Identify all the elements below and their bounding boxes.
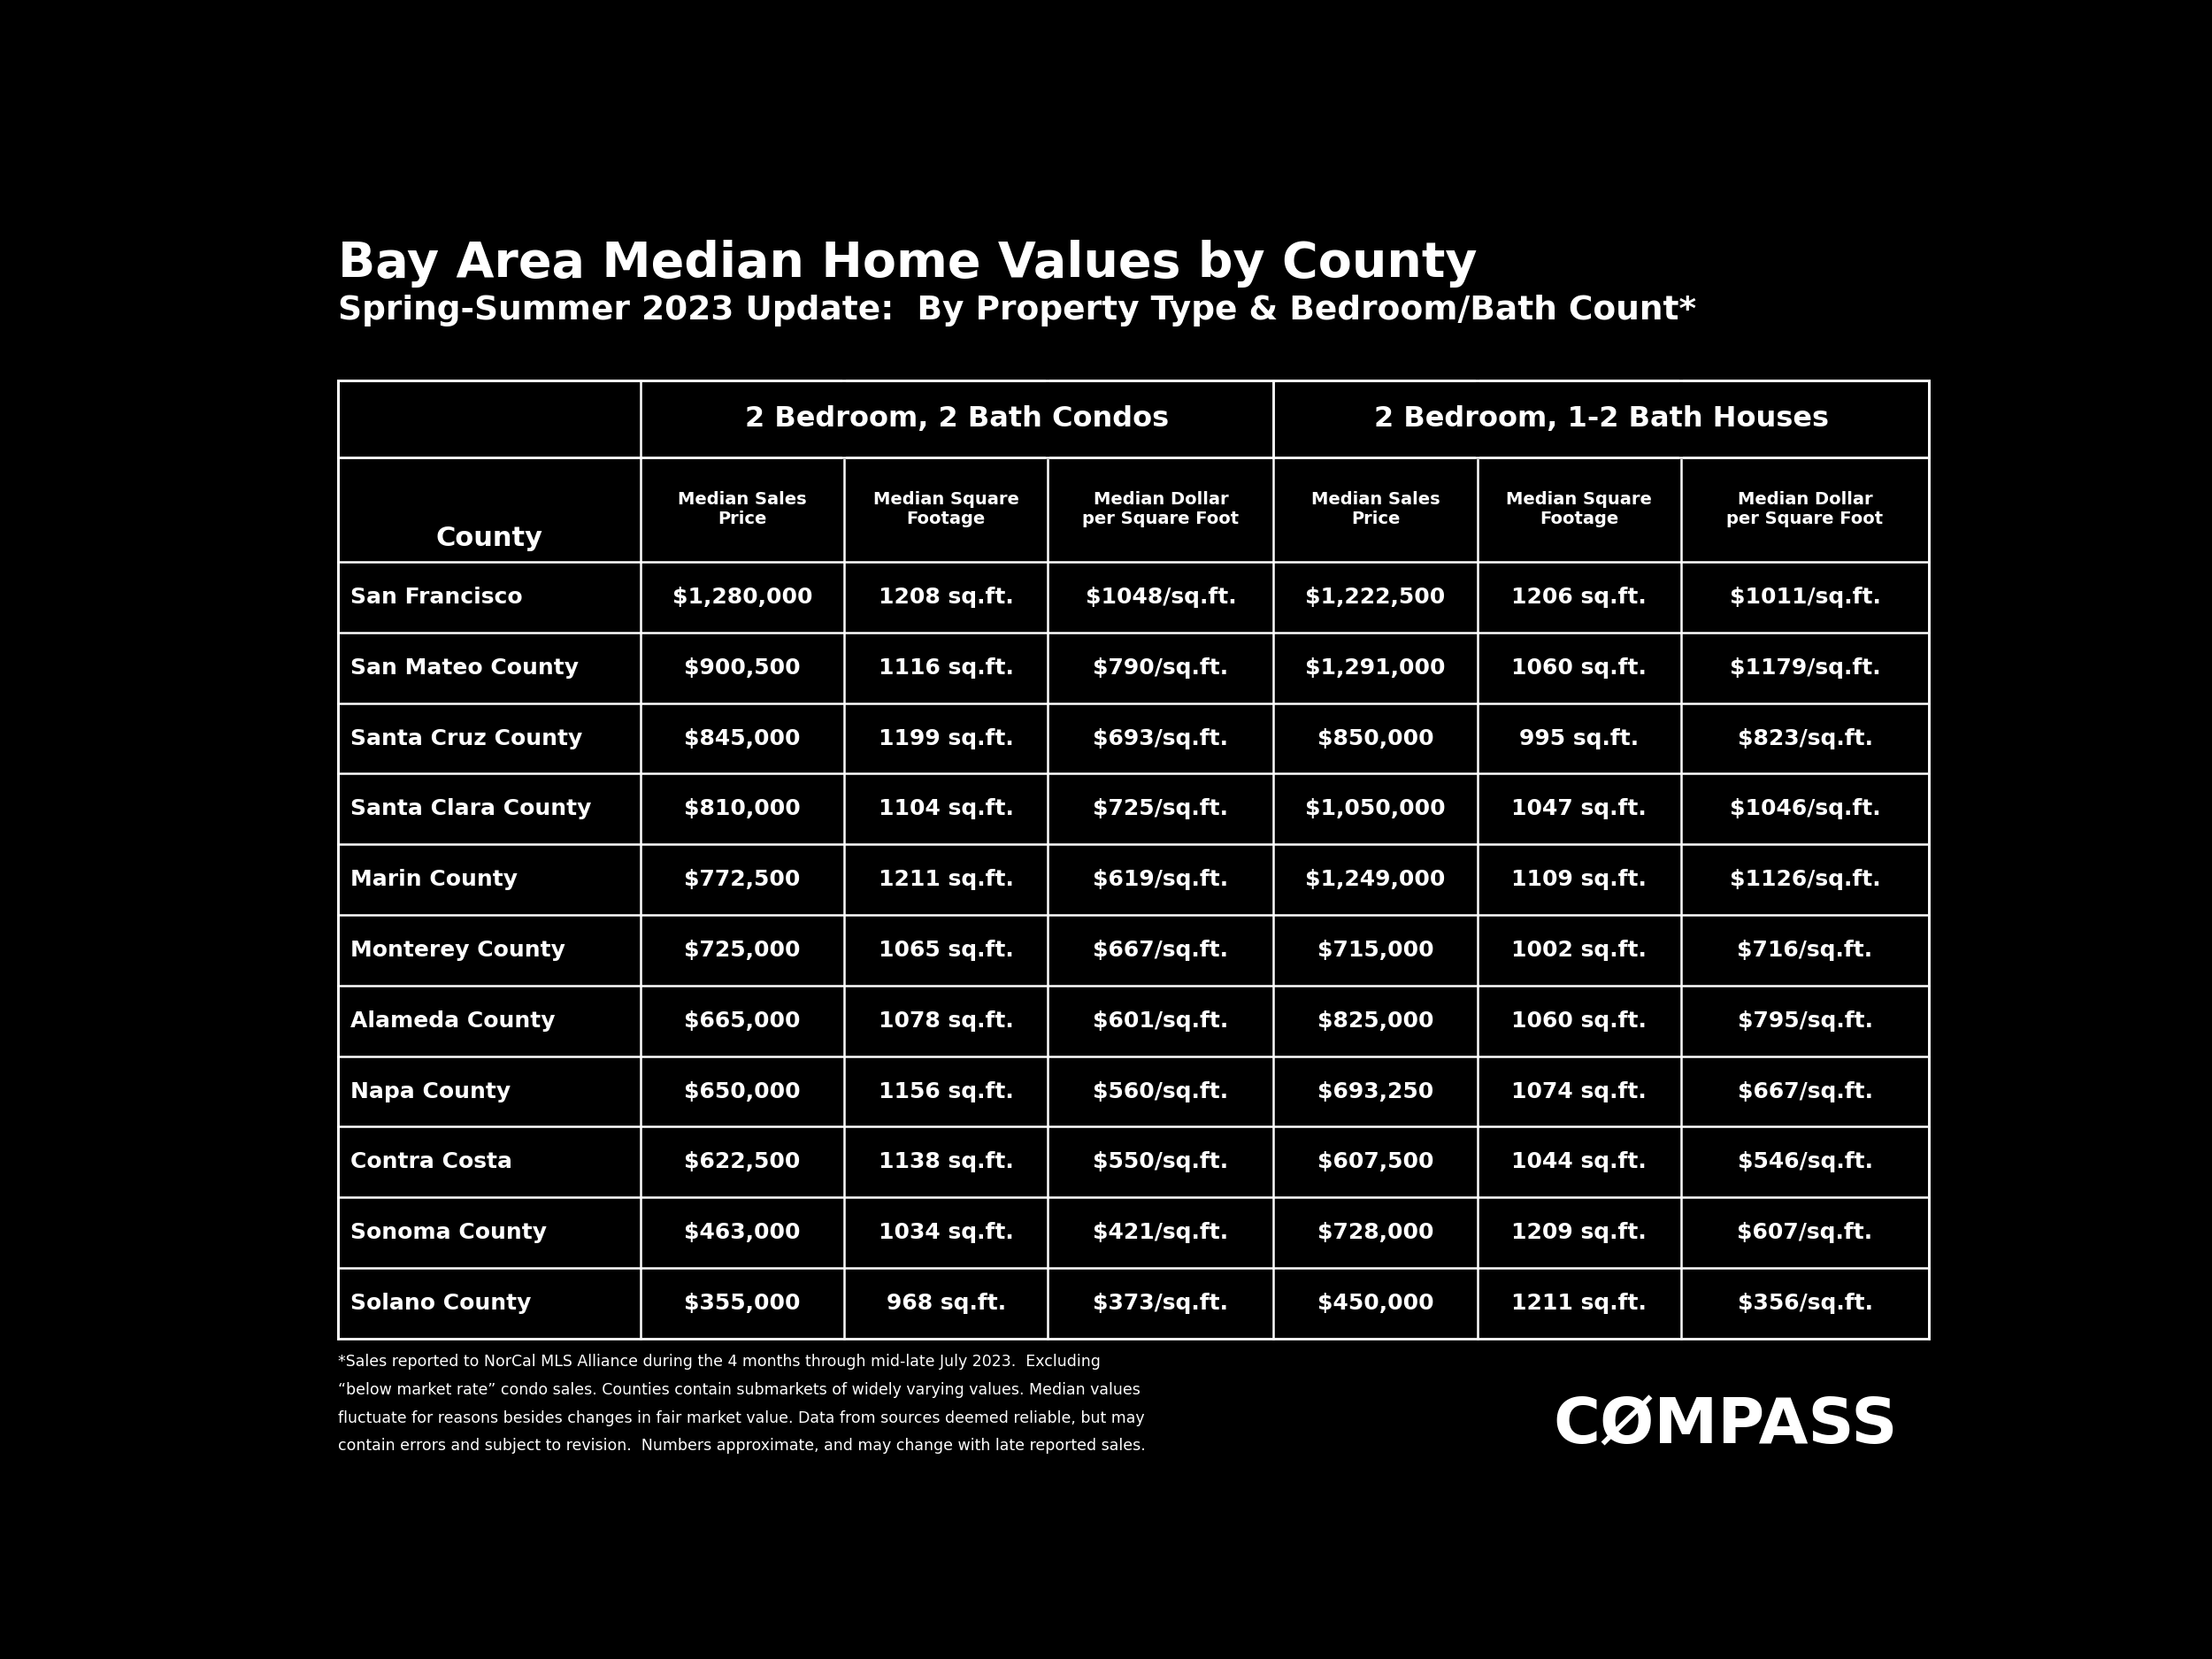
Text: 1138 sq.ft.: 1138 sq.ft. <box>878 1151 1013 1173</box>
Text: contain errors and subject to revision.  Numbers approximate, and may change wit: contain errors and subject to revision. … <box>338 1438 1146 1453</box>
Text: $845,000: $845,000 <box>684 728 801 748</box>
Text: *Sales reported to NorCal MLS Alliance during the 4 months through mid-late July: *Sales reported to NorCal MLS Alliance d… <box>338 1354 1102 1370</box>
Text: $725/sq.ft.: $725/sq.ft. <box>1093 798 1228 820</box>
Text: $601/sq.ft.: $601/sq.ft. <box>1093 1010 1228 1032</box>
Text: $823/sq.ft.: $823/sq.ft. <box>1736 728 1874 748</box>
Text: 1104 sq.ft.: 1104 sq.ft. <box>878 798 1013 820</box>
Text: 1065 sq.ft.: 1065 sq.ft. <box>878 939 1013 961</box>
Text: $667/sq.ft.: $667/sq.ft. <box>1093 939 1228 961</box>
Text: Median Sales
Price: Median Sales Price <box>677 491 807 528</box>
Text: $356/sq.ft.: $356/sq.ft. <box>1736 1292 1874 1314</box>
Text: $728,000: $728,000 <box>1318 1223 1433 1243</box>
Text: Median Dollar
per Square Foot: Median Dollar per Square Foot <box>1728 491 1882 528</box>
Text: $772,500: $772,500 <box>684 869 801 891</box>
Text: $1179/sq.ft.: $1179/sq.ft. <box>1730 657 1880 679</box>
Text: $607/sq.ft.: $607/sq.ft. <box>1736 1223 1874 1243</box>
Text: $1,291,000: $1,291,000 <box>1305 657 1447 679</box>
Text: 995 sq.ft.: 995 sq.ft. <box>1520 728 1639 748</box>
Text: Median Sales
Price: Median Sales Price <box>1312 491 1440 528</box>
Text: $650,000: $650,000 <box>684 1080 801 1102</box>
Text: $560/sq.ft.: $560/sq.ft. <box>1093 1080 1228 1102</box>
Text: 1209 sq.ft.: 1209 sq.ft. <box>1511 1223 1646 1243</box>
Text: $373/sq.ft.: $373/sq.ft. <box>1093 1292 1228 1314</box>
Text: fluctuate for reasons besides changes in fair market value. Data from sources de: fluctuate for reasons besides changes in… <box>338 1410 1146 1427</box>
Text: 1060 sq.ft.: 1060 sq.ft. <box>1511 657 1646 679</box>
Text: $550/sq.ft.: $550/sq.ft. <box>1093 1151 1228 1173</box>
Text: $1011/sq.ft.: $1011/sq.ft. <box>1730 587 1880 607</box>
Text: Alameda County: Alameda County <box>349 1010 555 1032</box>
Text: Bay Area Median Home Values by County: Bay Area Median Home Values by County <box>338 241 1478 287</box>
Text: Median Dollar
per Square Foot: Median Dollar per Square Foot <box>1082 491 1239 528</box>
Text: San Mateo County: San Mateo County <box>349 657 580 679</box>
Text: 1199 sq.ft.: 1199 sq.ft. <box>878 728 1013 748</box>
Text: $795/sq.ft.: $795/sq.ft. <box>1736 1010 1874 1032</box>
Text: County: County <box>436 526 542 552</box>
Text: 2 Bedroom, 1-2 Bath Houses: 2 Bedroom, 1-2 Bath Houses <box>1374 405 1829 433</box>
Text: 1047 sq.ft.: 1047 sq.ft. <box>1511 798 1646 820</box>
Text: Marin County: Marin County <box>349 869 518 891</box>
Text: 1002 sq.ft.: 1002 sq.ft. <box>1511 939 1646 961</box>
Text: Santa Clara County: Santa Clara County <box>349 798 591 820</box>
Text: $900,500: $900,500 <box>684 657 801 679</box>
Text: $725,000: $725,000 <box>684 939 801 961</box>
Text: Median Square
Footage: Median Square Footage <box>874 491 1020 528</box>
Text: 1109 sq.ft.: 1109 sq.ft. <box>1511 869 1646 891</box>
Text: $450,000: $450,000 <box>1316 1292 1433 1314</box>
Text: 1078 sq.ft.: 1078 sq.ft. <box>878 1010 1013 1032</box>
Text: $790/sq.ft.: $790/sq.ft. <box>1093 657 1228 679</box>
Text: 1206 sq.ft.: 1206 sq.ft. <box>1511 587 1646 607</box>
Text: $463,000: $463,000 <box>684 1223 801 1243</box>
Text: Santa Cruz County: Santa Cruz County <box>349 728 582 748</box>
Text: San Francisco: San Francisco <box>349 587 522 607</box>
Text: Median Square
Footage: Median Square Footage <box>1506 491 1652 528</box>
Text: Monterey County: Monterey County <box>349 939 564 961</box>
Text: 1208 sq.ft.: 1208 sq.ft. <box>878 587 1013 607</box>
Text: 1116 sq.ft.: 1116 sq.ft. <box>878 657 1013 679</box>
Text: Sonoma County: Sonoma County <box>349 1223 546 1243</box>
Text: $1,222,500: $1,222,500 <box>1305 587 1444 607</box>
Text: 1211 sq.ft.: 1211 sq.ft. <box>1511 1292 1646 1314</box>
Text: $1,050,000: $1,050,000 <box>1305 798 1447 820</box>
Text: 1156 sq.ft.: 1156 sq.ft. <box>878 1080 1013 1102</box>
Text: $1,280,000: $1,280,000 <box>672 587 812 607</box>
Text: $810,000: $810,000 <box>684 798 801 820</box>
Text: $1046/sq.ft.: $1046/sq.ft. <box>1730 798 1880 820</box>
Text: “below market rate” condo sales. Counties contain submarkets of widely varying v: “below market rate” condo sales. Countie… <box>338 1382 1141 1399</box>
Text: $693,250: $693,250 <box>1318 1080 1433 1102</box>
Text: $1048/sq.ft.: $1048/sq.ft. <box>1086 587 1237 607</box>
Text: $850,000: $850,000 <box>1316 728 1433 748</box>
Text: 2 Bedroom, 2 Bath Condos: 2 Bedroom, 2 Bath Condos <box>745 405 1168 433</box>
Text: 968 sq.ft.: 968 sq.ft. <box>887 1292 1006 1314</box>
Text: Contra Costa: Contra Costa <box>349 1151 513 1173</box>
Text: Spring-Summer 2023 Update:  By Property Type & Bedroom/Bath Count*: Spring-Summer 2023 Update: By Property T… <box>338 295 1697 327</box>
Text: 1044 sq.ft.: 1044 sq.ft. <box>1511 1151 1646 1173</box>
Text: $667/sq.ft.: $667/sq.ft. <box>1736 1080 1874 1102</box>
Text: 1211 sq.ft.: 1211 sq.ft. <box>878 869 1013 891</box>
Text: 1074 sq.ft.: 1074 sq.ft. <box>1511 1080 1646 1102</box>
Text: CØMPASS: CØMPASS <box>1553 1395 1898 1457</box>
Text: $607,500: $607,500 <box>1318 1151 1433 1173</box>
Text: $693/sq.ft.: $693/sq.ft. <box>1093 728 1228 748</box>
Text: $546/sq.ft.: $546/sq.ft. <box>1736 1151 1874 1173</box>
Text: $1,249,000: $1,249,000 <box>1305 869 1444 891</box>
Bar <box>338 380 1929 1339</box>
Text: $355,000: $355,000 <box>684 1292 801 1314</box>
Text: $715,000: $715,000 <box>1316 939 1433 961</box>
Text: $665,000: $665,000 <box>684 1010 801 1032</box>
Text: Napa County: Napa County <box>349 1080 511 1102</box>
Text: 1034 sq.ft.: 1034 sq.ft. <box>878 1223 1013 1243</box>
Text: $825,000: $825,000 <box>1318 1010 1433 1032</box>
Text: $716/sq.ft.: $716/sq.ft. <box>1736 939 1874 961</box>
Text: $622,500: $622,500 <box>684 1151 801 1173</box>
Text: 1060 sq.ft.: 1060 sq.ft. <box>1511 1010 1646 1032</box>
Text: $421/sq.ft.: $421/sq.ft. <box>1093 1223 1228 1243</box>
Text: Solano County: Solano County <box>349 1292 531 1314</box>
Text: $619/sq.ft.: $619/sq.ft. <box>1093 869 1228 891</box>
Text: $1126/sq.ft.: $1126/sq.ft. <box>1730 869 1880 891</box>
